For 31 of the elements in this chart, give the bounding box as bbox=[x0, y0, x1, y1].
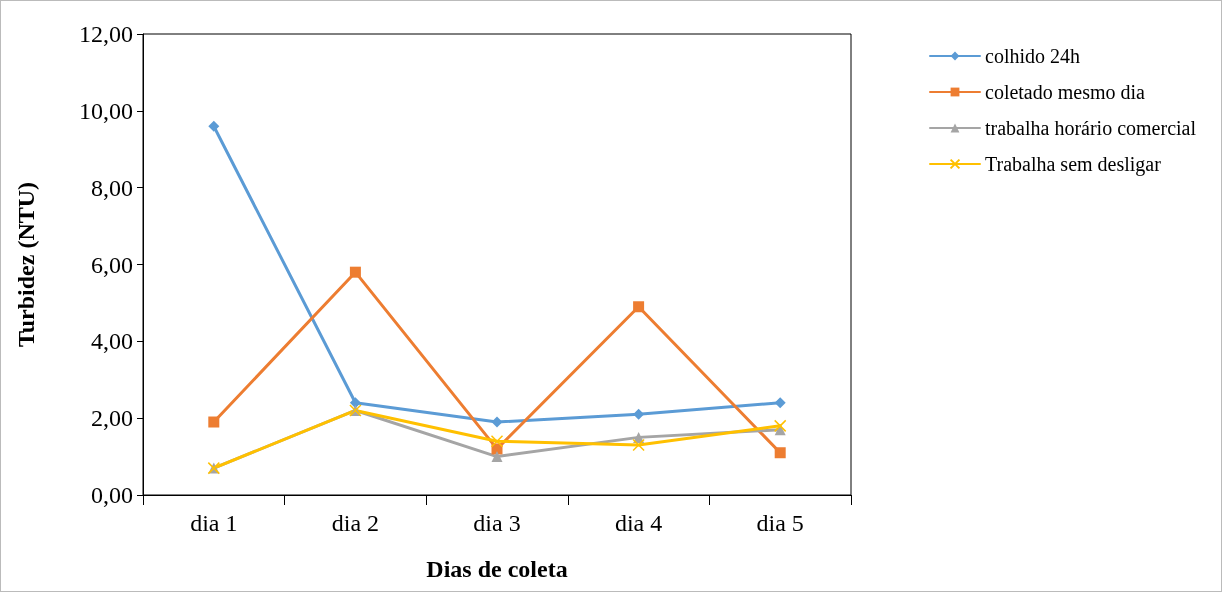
point bbox=[491, 451, 503, 463]
x-tick-label: dia 4 bbox=[614, 510, 663, 536]
point bbox=[349, 397, 361, 409]
point bbox=[773, 419, 787, 433]
point bbox=[633, 408, 645, 420]
x-axis-title: Dias de coleta bbox=[426, 556, 568, 582]
point bbox=[208, 120, 220, 132]
x-tick-label: dia 3 bbox=[473, 510, 521, 536]
legend-label: colhido 24h bbox=[985, 45, 1080, 67]
legend-label: Trabalha sem desligar bbox=[985, 153, 1162, 176]
legend-label: coletado mesmo dia bbox=[985, 81, 1146, 103]
point bbox=[633, 301, 645, 313]
y-tick-label: 8,00 bbox=[91, 174, 133, 201]
point bbox=[490, 434, 504, 448]
point bbox=[774, 397, 786, 409]
y-tick-label: 4,00 bbox=[91, 328, 133, 355]
point bbox=[632, 438, 645, 452]
y-tick-label: 2,00 bbox=[91, 405, 133, 432]
point bbox=[349, 266, 361, 278]
point bbox=[491, 416, 503, 428]
y-tick-label: 12,00 bbox=[79, 21, 133, 47]
y-tick-label: 10,00 bbox=[79, 97, 133, 124]
x-tick-label: dia 1 bbox=[190, 510, 238, 536]
point bbox=[774, 447, 786, 459]
y-tick-label: 6,00 bbox=[91, 251, 133, 278]
y-axis-title: Turbidez (NTU) bbox=[13, 181, 39, 348]
x-tick-label: dia 2 bbox=[331, 510, 380, 536]
point bbox=[208, 416, 220, 428]
y-tick-label: 0,00 bbox=[91, 482, 133, 508]
x-tick-label: dia 5 bbox=[756, 510, 804, 536]
legend-label: trabalha horário comercial bbox=[985, 117, 1197, 139]
